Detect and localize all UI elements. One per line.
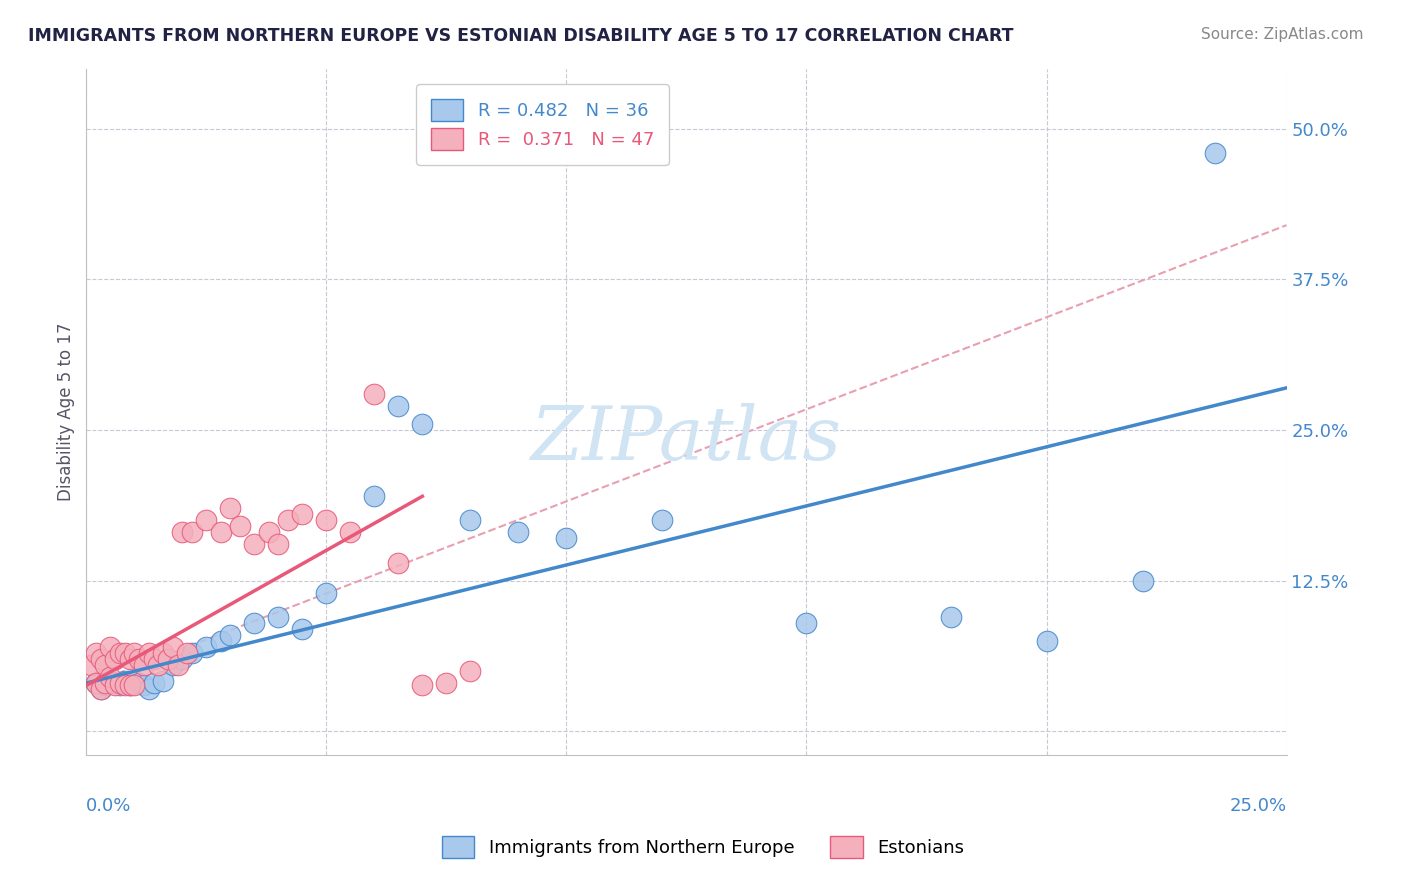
Point	[132, 657, 155, 672]
Point	[104, 676, 127, 690]
Point	[84, 676, 107, 690]
Legend: Immigrants from Northern Europe, Estonians: Immigrants from Northern Europe, Estonia…	[434, 829, 972, 865]
Point	[142, 652, 165, 666]
Point	[363, 387, 385, 401]
Point	[387, 399, 409, 413]
Point	[172, 652, 194, 666]
Point	[108, 646, 131, 660]
Point	[128, 676, 150, 690]
Point	[1204, 145, 1226, 160]
Point	[98, 670, 121, 684]
Point	[138, 682, 160, 697]
Point	[387, 556, 409, 570]
Legend: R = 0.482   N = 36, R =  0.371   N = 47: R = 0.482 N = 36, R = 0.371 N = 47	[416, 85, 668, 165]
Point	[148, 657, 170, 672]
Point	[104, 678, 127, 692]
Point	[124, 673, 146, 688]
Point	[132, 678, 155, 692]
Text: Source: ZipAtlas.com: Source: ZipAtlas.com	[1201, 27, 1364, 42]
Point	[411, 678, 433, 692]
Point	[411, 417, 433, 431]
Point	[229, 519, 252, 533]
Point	[277, 513, 299, 527]
Point	[128, 652, 150, 666]
Point	[555, 532, 578, 546]
Point	[118, 678, 141, 692]
Point	[363, 489, 385, 503]
Point	[180, 646, 202, 660]
Text: 0.0%: 0.0%	[86, 797, 132, 814]
Point	[172, 525, 194, 540]
Point	[108, 678, 131, 692]
Point	[118, 652, 141, 666]
Point	[195, 640, 218, 654]
Point	[315, 585, 337, 599]
Point	[460, 513, 482, 527]
Point	[124, 678, 146, 692]
Point	[243, 537, 266, 551]
Point	[219, 628, 242, 642]
Point	[291, 622, 314, 636]
Point	[124, 646, 146, 660]
Point	[114, 646, 136, 660]
Point	[94, 657, 117, 672]
Point	[90, 682, 112, 697]
Y-axis label: Disability Age 5 to 17: Disability Age 5 to 17	[58, 323, 75, 501]
Point	[84, 646, 107, 660]
Point	[176, 646, 198, 660]
Point	[291, 508, 314, 522]
Point	[162, 640, 184, 654]
Point	[84, 676, 107, 690]
Point	[180, 525, 202, 540]
Point	[152, 646, 174, 660]
Point	[195, 513, 218, 527]
Point	[460, 664, 482, 678]
Point	[243, 615, 266, 630]
Point	[94, 676, 117, 690]
Point	[156, 652, 179, 666]
Point	[142, 676, 165, 690]
Point	[98, 673, 121, 688]
Point	[166, 657, 188, 672]
Point	[80, 657, 103, 672]
Point	[651, 513, 673, 527]
Point	[434, 676, 457, 690]
Point	[796, 615, 818, 630]
Text: 25.0%: 25.0%	[1229, 797, 1286, 814]
Point	[339, 525, 361, 540]
Point	[257, 525, 280, 540]
Point	[508, 525, 530, 540]
Point	[267, 537, 290, 551]
Point	[162, 657, 184, 672]
Point	[90, 652, 112, 666]
Point	[98, 640, 121, 654]
Point	[152, 673, 174, 688]
Point	[108, 676, 131, 690]
Point	[1132, 574, 1154, 588]
Point	[1035, 633, 1057, 648]
Text: IMMIGRANTS FROM NORTHERN EUROPE VS ESTONIAN DISABILITY AGE 5 TO 17 CORRELATION C: IMMIGRANTS FROM NORTHERN EUROPE VS ESTON…	[28, 27, 1014, 45]
Point	[114, 673, 136, 688]
Point	[104, 652, 127, 666]
Point	[90, 682, 112, 697]
Point	[118, 678, 141, 692]
Point	[267, 609, 290, 624]
Point	[209, 525, 232, 540]
Point	[94, 678, 117, 692]
Point	[209, 633, 232, 648]
Point	[939, 609, 962, 624]
Point	[114, 678, 136, 692]
Text: ZIPatlas: ZIPatlas	[531, 403, 842, 475]
Point	[219, 501, 242, 516]
Point	[138, 646, 160, 660]
Point	[315, 513, 337, 527]
